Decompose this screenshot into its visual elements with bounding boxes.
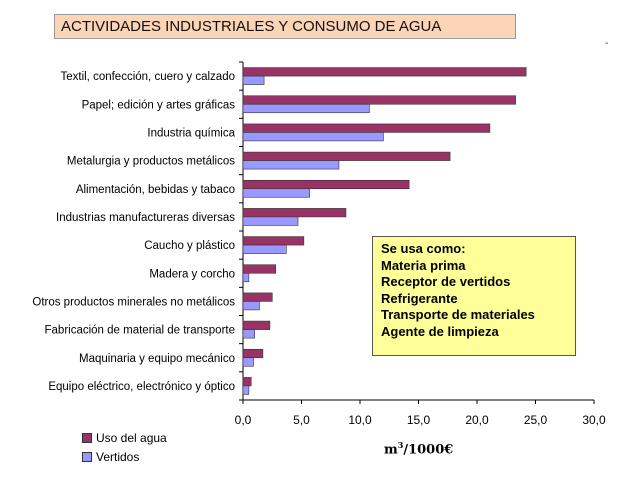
x-axis-label-exponent: 3	[397, 440, 404, 450]
bar-vertidos	[242, 301, 260, 311]
category-label: Textil, confección, cuero y calzado	[60, 71, 235, 83]
bar-vertidos	[242, 103, 370, 114]
bar-uso-del-agua	[242, 377, 252, 387]
note-item: Transporte de materiales	[381, 307, 535, 323]
x-tick-label: 5,0	[293, 413, 310, 427]
note-heading: Se usa como:	[381, 241, 466, 256]
x-tick-label: 20,0	[465, 413, 489, 427]
bar-uso-del-agua	[242, 320, 271, 330]
x-axis-label-rest: /1000€	[403, 442, 454, 458]
corner-mark: -	[605, 38, 609, 49]
legend: Uso del agua Vertidos	[82, 428, 167, 466]
bar-uso-del-agua	[242, 292, 273, 302]
bar-uso-del-agua	[242, 348, 264, 359]
category-label: Industria química	[147, 127, 235, 139]
note-item: Materia prima	[381, 257, 466, 273]
note-box: Se usa como: Materia prima Receptor de v…	[372, 236, 576, 356]
category-label: Otros productos minerales no metálicos	[32, 296, 235, 308]
note-item: Receptor de vertidos	[381, 274, 511, 290]
bar-vertidos	[242, 216, 299, 226]
x-tick-label: 30,0	[582, 413, 606, 427]
bar-uso-del-agua	[242, 67, 527, 77]
bar-vertidos	[242, 160, 340, 170]
legend-item-vertidos: Vertidos	[82, 447, 167, 466]
bar-vertidos	[242, 357, 254, 367]
bar-uso-del-agua	[242, 123, 491, 133]
note-item: Agente de limpieza	[381, 323, 499, 339]
bar-uso-del-agua	[242, 95, 516, 105]
category-label: Alimentación, bebidas y tabaco	[76, 184, 235, 196]
category-label: Metalurgia y productos metálicos	[67, 156, 235, 168]
legend-label-uso: Uso del agua	[96, 430, 167, 445]
legend-swatch-vertidos	[82, 451, 92, 462]
bar-vertidos	[242, 272, 250, 283]
x-tick-label: 10,0	[348, 413, 372, 427]
bar-vertidos	[242, 329, 255, 339]
bar-uso-del-agua	[242, 179, 410, 190]
legend-item-uso: Uso del agua	[82, 428, 167, 447]
category-label: Fabricación de material de transporte	[45, 325, 236, 337]
category-label: Maquinaria y equipo mecánico	[79, 353, 235, 365]
bar-uso-del-agua	[242, 208, 347, 218]
x-tick-label: 25,0	[524, 413, 548, 427]
note-item: Refrigerante	[381, 290, 458, 306]
legend-label-vertidos: Vertidos	[96, 449, 140, 464]
bar-uso-del-agua	[242, 151, 451, 161]
x-axis-label-unit: m	[384, 442, 398, 458]
bar-vertidos	[242, 188, 310, 198]
chart-title: ACTIVIDADES INDUSTRIALES Y CONSUMO DE AG…	[54, 14, 516, 39]
category-label: Equipo eléctrico, electrónico y óptico	[48, 381, 235, 393]
bar-uso-del-agua	[242, 264, 277, 274]
bar-vertidos	[242, 385, 250, 395]
bar-vertidos	[242, 75, 265, 85]
bar-vertidos	[242, 132, 384, 142]
x-tick-label: 0,0	[235, 413, 252, 427]
category-label: Madera y corcho	[149, 268, 235, 280]
bar-vertidos	[242, 244, 287, 254]
x-tick-label: 15,0	[407, 413, 431, 427]
category-label: Papel; edición y artes gráficas	[82, 99, 236, 111]
category-label: Industrias manufactureras diversas	[56, 212, 235, 224]
legend-swatch-uso	[82, 432, 92, 443]
bar-uso-del-agua	[242, 236, 305, 246]
x-axis-label: m3/1000€	[384, 440, 453, 457]
category-label: Caucho y plástico	[144, 240, 235, 252]
